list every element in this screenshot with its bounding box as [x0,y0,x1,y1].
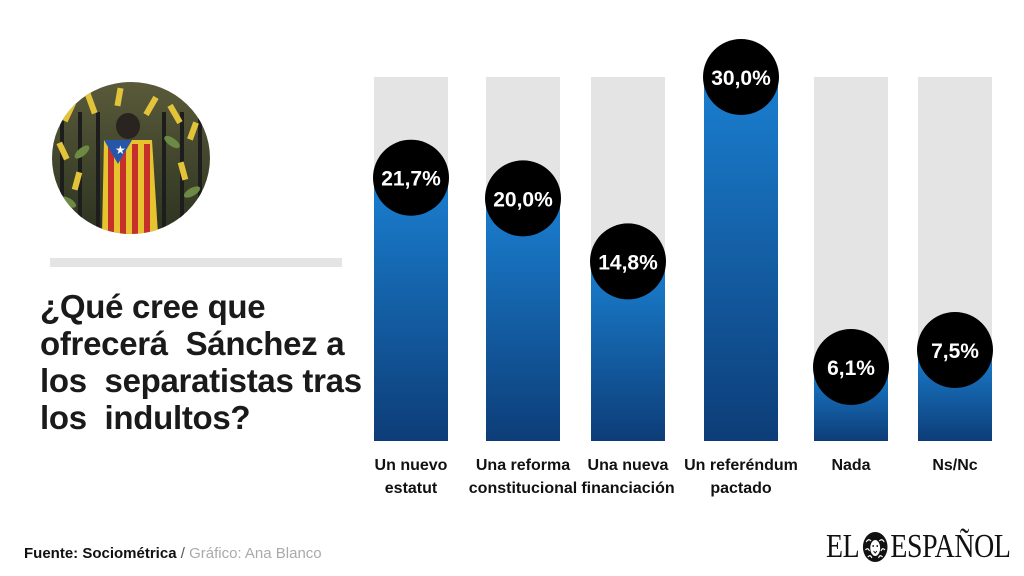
category-label: estatut [385,480,438,497]
category-label: Un referéndum [684,457,798,474]
category-label: Nada [831,457,870,474]
data-label: 7,5% [931,340,979,363]
lion-icon [862,532,888,562]
logo-text-left: EL [826,528,860,565]
el-espanol-logo: EL ESPAÑOL [826,527,1011,567]
value-bubble [373,139,449,216]
data-label: 6,1% [827,357,875,380]
category-label: Una reforma [476,457,570,474]
category-label: Una nueva [588,457,669,474]
bar [486,198,560,441]
data-label: 20,0% [493,188,553,211]
divider-bar [50,258,342,267]
category-label: Ns/Nc [932,457,977,474]
chart-question: ¿Qué cree que ofrecerá Sánchez a los sep… [40,288,362,436]
category-label: Un nuevo [375,457,448,474]
value-bubble [485,160,561,237]
bar-chart: 21,7% Un nuevo estatut 20,0% Una reforma cons… [373,39,993,497]
catalan-flag-photo: ★ [52,82,210,234]
category-label: constitucional [469,480,577,497]
value-bubble [590,223,666,300]
svg-text:★: ★ [115,143,126,157]
category-label: financiación [581,480,674,497]
footer-separator: / [176,545,190,562]
question-line: los indultos? [40,399,251,436]
logo-text-right: ESPAÑOL [890,528,1011,565]
data-label: 30,0% [711,67,771,90]
credit-label: Gráfico: Ana Blanco [189,545,322,562]
data-label: 21,7% [381,168,441,191]
question-line: ¿Qué cree que [40,288,266,325]
footer: Fuente: Sociométrica / Gráfico: Ana Blan… [24,545,322,562]
value-bubble [703,39,779,115]
value-bubble [917,312,993,388]
question-line: ofrecerá Sánchez a [40,325,345,362]
bar [374,177,448,441]
bar [704,77,778,441]
source-label: Fuente: Sociométrica [24,545,177,562]
category-label: pactado [710,480,772,497]
value-bubble [813,328,889,405]
data-label: 14,8% [598,251,658,274]
